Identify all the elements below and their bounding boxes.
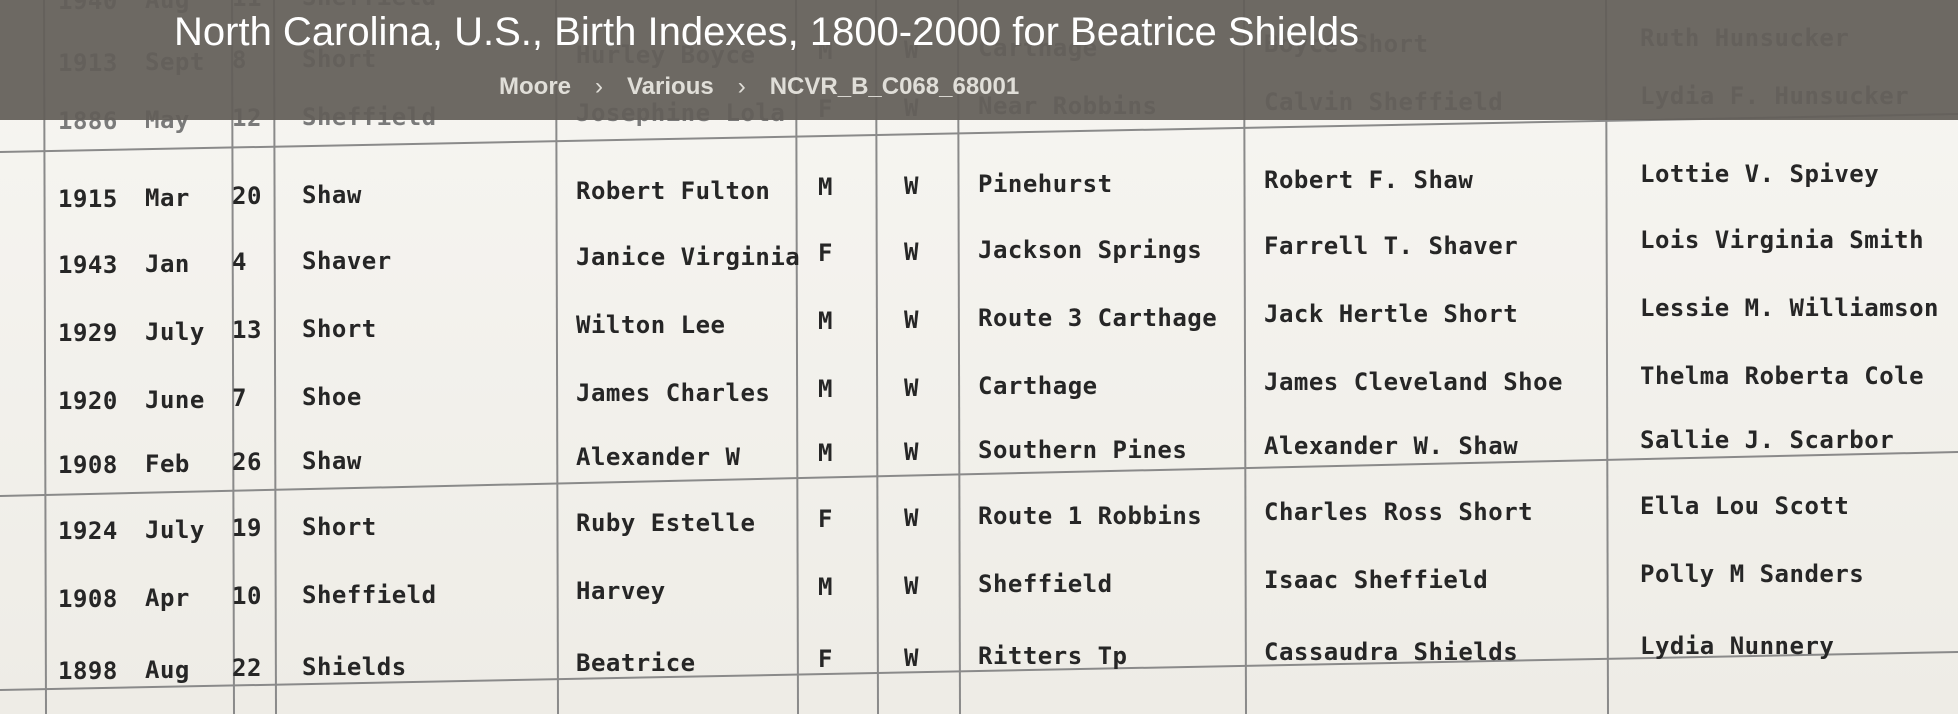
record-cell-birthplace: Southern Pines bbox=[978, 436, 1188, 464]
record-cell-race: W bbox=[904, 172, 919, 200]
record-cell-year: 1898 bbox=[58, 657, 118, 685]
record-cell-mother: Lydia Nunnery bbox=[1640, 632, 1835, 660]
record-cell-surname: Shaver bbox=[302, 247, 392, 275]
breadcrumb-image-id: NCVR_B_C068_68001 bbox=[769, 73, 1020, 100]
record-cell-father: Isaac Sheffield bbox=[1264, 566, 1489, 594]
record-cell-race: W bbox=[904, 374, 919, 402]
record-cell-birthplace: Carthage bbox=[978, 372, 1098, 400]
record-cell-birthplace: Route 3 Carthage bbox=[978, 304, 1218, 332]
record-cell-year: 1920 bbox=[58, 387, 118, 415]
record-cell-sex: M bbox=[818, 375, 833, 403]
record-cell-month: Apr bbox=[145, 584, 190, 612]
record-cell-mother: Lois Virginia Smith bbox=[1640, 226, 1925, 254]
record-cell-year: 1915 bbox=[58, 185, 118, 213]
record-cell-race: W bbox=[904, 644, 919, 672]
record-cell-sex: F bbox=[818, 239, 833, 267]
record-cell-year: 1908 bbox=[58, 451, 118, 479]
record-cell-month: Feb bbox=[145, 450, 190, 478]
record-cell-father: Alexander W. Shaw bbox=[1264, 432, 1519, 460]
record-cell-given-names: Wilton Lee bbox=[576, 311, 726, 339]
record-cell-month: July bbox=[145, 516, 205, 544]
record-cell-father: Cassaudra Shields bbox=[1264, 638, 1519, 666]
record-cell-sex: M bbox=[818, 173, 833, 201]
breadcrumb: Moore › Various › NCVR_B_C068_68001 bbox=[499, 73, 1019, 101]
record-header: North Carolina, U.S., Birth Indexes, 180… bbox=[0, 0, 1958, 120]
record-cell-birthplace: Route 1 Robbins bbox=[978, 502, 1203, 530]
record-cell-day: 4 bbox=[232, 248, 247, 276]
record-cell-father: Jack Hertle Short bbox=[1264, 300, 1519, 328]
record-cell-given-names: Alexander W bbox=[576, 443, 741, 471]
record-cell-day: 20 bbox=[232, 182, 262, 210]
record-cell-day: 7 bbox=[232, 384, 247, 412]
record-cell-surname: Sheffield bbox=[302, 581, 437, 609]
record-cell-year: 1924 bbox=[58, 517, 118, 545]
record-cell-month: June bbox=[145, 386, 205, 414]
record-cell-race: W bbox=[904, 438, 919, 466]
record-cell-month: Mar bbox=[145, 184, 190, 212]
record-cell-father: James Cleveland Shoe bbox=[1264, 368, 1563, 396]
record-cell-mother: Thelma Roberta Cole bbox=[1640, 362, 1925, 390]
record-cell-given-names: Ruby Estelle bbox=[576, 509, 756, 537]
record-cell-mother: Polly M Sanders bbox=[1640, 560, 1865, 588]
chevron-right-icon: › bbox=[737, 73, 746, 100]
record-cell-sex: M bbox=[818, 439, 833, 467]
record-cell-mother: Lessie M. Williamson bbox=[1640, 294, 1939, 322]
chevron-right-icon: › bbox=[595, 73, 603, 100]
record-cell-surname: Shaw bbox=[302, 181, 362, 209]
record-cell-day: 19 bbox=[232, 514, 262, 542]
record-cell-sex: M bbox=[818, 573, 833, 601]
record-cell-sex: F bbox=[818, 645, 833, 673]
record-cell-day: 13 bbox=[232, 316, 262, 344]
record-cell-race: W bbox=[904, 238, 919, 266]
record-cell-given-names: Janice Virginia bbox=[576, 243, 801, 271]
record-cell-year: 1908 bbox=[58, 585, 118, 613]
record-cell-month: Jan bbox=[145, 250, 190, 278]
record-cell-birthplace: Sheffield bbox=[978, 570, 1113, 598]
record-cell-day: 10 bbox=[232, 582, 262, 610]
record-cell-surname: Shaw bbox=[302, 447, 362, 475]
record-cell-year: 1943 bbox=[58, 251, 118, 279]
breadcrumb-county[interactable]: Moore bbox=[499, 73, 571, 100]
record-cell-birthplace: Ritters Tp bbox=[978, 642, 1128, 670]
record-cell-surname: Short bbox=[302, 315, 377, 343]
record-cell-race: W bbox=[904, 572, 919, 600]
record-cell-surname: Shoe bbox=[302, 383, 362, 411]
record-cell-father: Robert F. Shaw bbox=[1264, 166, 1474, 194]
record-cell-sex: M bbox=[818, 307, 833, 335]
record-cell-given-names: Robert Fulton bbox=[576, 177, 771, 205]
record-cell-day: 22 bbox=[232, 654, 262, 682]
record-cell-given-names: Harvey bbox=[576, 577, 666, 605]
breadcrumb-locality[interactable]: Various bbox=[627, 73, 714, 100]
record-cell-mother: Ella Lou Scott bbox=[1640, 492, 1850, 520]
record-cell-day: 26 bbox=[232, 448, 262, 476]
record-cell-month: July bbox=[145, 318, 205, 346]
record-cell-month: Aug bbox=[145, 656, 190, 684]
record-cell-race: W bbox=[904, 306, 919, 334]
record-cell-surname: Short bbox=[302, 513, 377, 541]
record-cell-given-names: James Charles bbox=[576, 379, 771, 407]
record-cell-mother: Sallie J. Scarbor bbox=[1640, 426, 1895, 454]
record-cell-mother: Lottie V. Spivey bbox=[1640, 160, 1880, 188]
record-cell-birthplace: Jackson Springs bbox=[978, 236, 1203, 264]
record-cell-year: 1929 bbox=[58, 319, 118, 347]
record-cell-sex: F bbox=[818, 505, 833, 533]
record-cell-birthplace: Pinehurst bbox=[978, 170, 1113, 198]
record-cell-father: Farrell T. Shaver bbox=[1264, 232, 1519, 260]
record-cell-race: W bbox=[904, 504, 919, 532]
record-cell-father: Charles Ross Short bbox=[1264, 498, 1534, 526]
page-title: North Carolina, U.S., Birth Indexes, 180… bbox=[174, 10, 1360, 54]
record-cell-surname: Shields bbox=[302, 653, 407, 681]
record-cell-given-names: Beatrice bbox=[576, 649, 696, 677]
